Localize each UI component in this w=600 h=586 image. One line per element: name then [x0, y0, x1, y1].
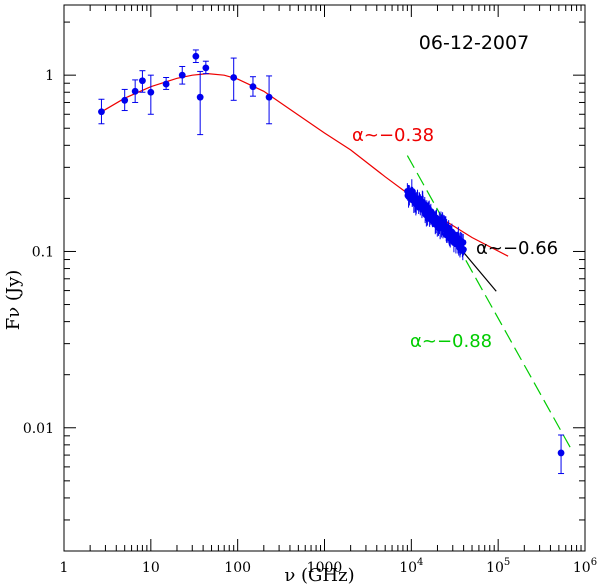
ir-spectrum	[404, 179, 467, 261]
x-axis-title: ν (GHz)	[284, 565, 354, 586]
data-point	[162, 80, 170, 88]
y-tick-label: 1	[45, 68, 54, 84]
x-tick-label: 100	[224, 560, 251, 576]
fit-lines	[101, 72, 573, 451]
data-point	[230, 74, 238, 81]
data-point	[249, 83, 257, 91]
data-point	[98, 108, 105, 116]
x-tick-label: 1000	[307, 560, 343, 576]
x-tick-label: 106	[573, 557, 597, 576]
x-tick-label: 104	[399, 557, 423, 576]
slope-annotation: α~−0.38	[352, 125, 434, 146]
chart-title: 06-12-2007	[419, 32, 529, 54]
x-tick-label: 1	[60, 560, 69, 576]
data-point	[139, 77, 146, 85]
data-point	[131, 87, 139, 95]
data-point	[192, 52, 200, 60]
spectrum-point	[460, 246, 467, 253]
y-axis-title: Fν (Jy)	[3, 270, 24, 331]
slope-line-green	[406, 155, 573, 451]
y-axis: 0.01 0.1 1	[23, 21, 585, 552]
data-point	[147, 88, 155, 96]
data-point	[121, 96, 129, 104]
x-tick-label: 105	[486, 557, 510, 576]
data-points	[98, 49, 565, 475]
data-point	[178, 71, 186, 79]
data-point	[202, 64, 210, 72]
y-tick-label: 0.01	[23, 421, 54, 437]
y-tick-label: 0.1	[32, 244, 54, 260]
chart-labels: ν (GHz) Fν (Jy) 06-12-2007 α~−0.38 α~−0.66 α~…	[3, 32, 558, 586]
data-point	[557, 449, 565, 457]
spectrum-point	[460, 239, 467, 246]
data-point	[265, 93, 273, 101]
x-tick-label: 10	[142, 560, 160, 576]
slope-annotation: α~−0.66	[476, 238, 558, 259]
data-point	[196, 93, 204, 101]
slope-annotation: α~−0.88	[410, 331, 492, 352]
x-axis: 1 10 100 1000 104 105 106	[60, 5, 597, 576]
